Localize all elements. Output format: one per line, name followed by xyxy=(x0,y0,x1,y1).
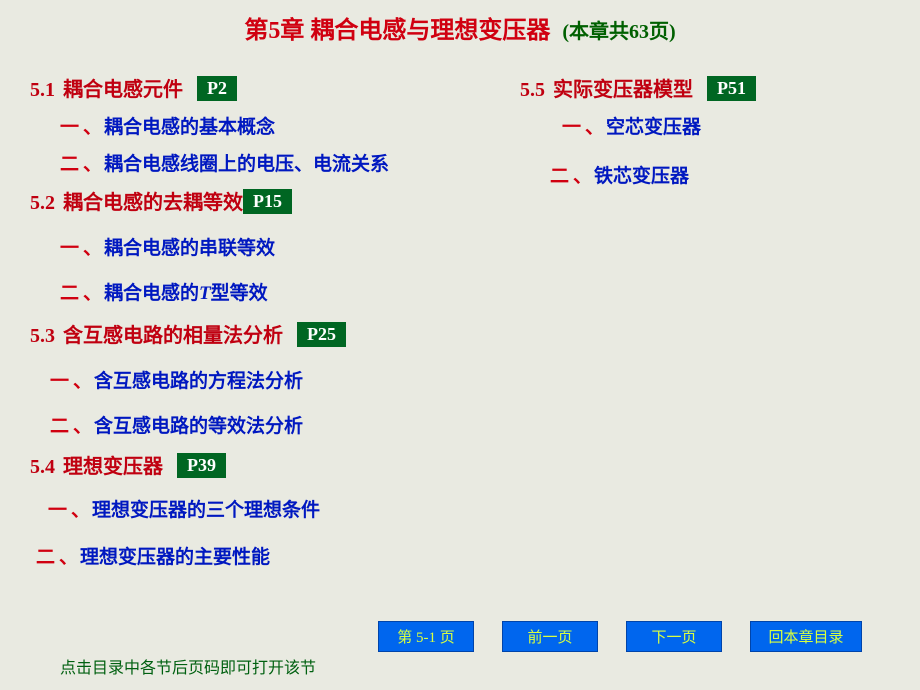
sub-number: 二 xyxy=(50,416,69,437)
nav-back-toc-button[interactable]: 回本章目录 xyxy=(750,621,862,652)
section-number: 5.3 xyxy=(30,325,55,347)
sub-title-pre: 耦合电感的 xyxy=(104,283,199,304)
nav-bar: 第 5-1 页 前一页 下一页 回本章目录 xyxy=(378,621,862,652)
sub-sep: 、 xyxy=(573,166,592,187)
subsection: 一、理想变压器的三个理想条件 xyxy=(48,495,510,522)
toc-right-column: 5.5 实际变压器模型 P51 一、空芯变压器 二、铁芯变压器 xyxy=(520,65,900,198)
nav-prev-button[interactable]: 前一页 xyxy=(502,621,598,652)
section-title: 含互感电路的相量法分析 xyxy=(63,325,283,347)
sub-title: 耦合电感线圈上的电压、电流关系 xyxy=(104,154,389,175)
sub-title: 空芯变压器 xyxy=(606,117,701,138)
subsection: 二、铁芯变压器 xyxy=(550,161,900,188)
sub-sep: 、 xyxy=(83,238,102,259)
subsection: 二、耦合电感线圈上的电压、电流关系 xyxy=(60,149,510,176)
sub-sep: 、 xyxy=(71,500,90,521)
section-5-5: 5.5 实际变压器模型 P51 xyxy=(520,73,900,102)
page-badge-p51[interactable]: P51 xyxy=(707,76,756,101)
page-badge-p2[interactable]: P2 xyxy=(197,76,237,101)
sub-sep: 、 xyxy=(83,117,102,138)
sub-number: 二 xyxy=(36,547,55,568)
chapter-title-row: 第5章 耦合电感与理想变压器 (本章共63页) xyxy=(0,0,920,45)
subsection: 二、理想变压器的主要性能 xyxy=(36,542,510,569)
section-5-3: 5.3 含互感电路的相量法分析 P25 xyxy=(30,319,510,348)
section-number: 5.1 xyxy=(30,79,55,101)
page-badge-p25[interactable]: P25 xyxy=(297,322,346,347)
sub-sep: 、 xyxy=(59,547,78,568)
sub-title: 耦合电感的串联等效 xyxy=(104,238,275,259)
subsection: 一、含互感电路的方程法分析 xyxy=(50,366,510,393)
subsection: 二、含互感电路的等效法分析 xyxy=(50,411,510,438)
section-number: 5.5 xyxy=(520,79,545,101)
page-badge-p39[interactable]: P39 xyxy=(177,453,226,478)
sub-sep: 、 xyxy=(73,416,92,437)
sub-number: 一 xyxy=(60,238,79,259)
sub-title: 耦合电感的基本概念 xyxy=(104,117,275,138)
sub-number: 一 xyxy=(60,117,79,138)
subsection: 一、耦合电感的串联等效 xyxy=(60,233,510,260)
sub-title-italic: T xyxy=(199,283,211,304)
nav-page-indicator-button[interactable]: 第 5-1 页 xyxy=(378,621,474,652)
page-badge-p15[interactable]: P15 xyxy=(243,189,292,214)
subsection: 一、耦合电感的基本概念 xyxy=(60,112,510,139)
section-title: 耦合电感的去耦等效 xyxy=(63,192,243,214)
sub-number: 一 xyxy=(562,117,581,138)
sub-sep: 、 xyxy=(585,117,604,138)
toc-left-column: 5.1 耦合电感元件 P2 一、耦合电感的基本概念 二、耦合电感线圈上的电压、电… xyxy=(30,65,510,579)
sub-sep: 、 xyxy=(83,154,102,175)
subsection: 一、空芯变压器 xyxy=(562,112,900,139)
sub-title: 含互感电路的方程法分析 xyxy=(94,371,303,392)
section-number: 5.2 xyxy=(30,192,55,214)
section-5-2: 5.2 耦合电感的去耦等效P15 xyxy=(30,186,510,215)
sub-sep: 、 xyxy=(73,371,92,392)
sub-number: 二 xyxy=(60,283,79,304)
nav-next-button[interactable]: 下一页 xyxy=(626,621,722,652)
subsection: 二、耦合电感的T型等效 xyxy=(60,278,510,305)
section-title: 实际变压器模型 xyxy=(553,79,693,101)
chapter-page-count: (本章共63页) xyxy=(562,21,675,43)
sub-title: 铁芯变压器 xyxy=(594,166,689,187)
sub-title-post: 型等效 xyxy=(211,283,268,304)
footer-hint: 点击目录中各节后页码即可打开该节 xyxy=(60,654,316,678)
sub-title: 理想变压器的主要性能 xyxy=(80,547,270,568)
sub-number: 一 xyxy=(48,500,67,521)
section-number: 5.4 xyxy=(30,456,55,478)
section-title: 理想变压器 xyxy=(63,456,163,478)
section-title: 耦合电感元件 xyxy=(63,79,183,101)
chapter-title: 第5章 耦合电感与理想变压器 xyxy=(244,18,550,44)
sub-title: 理想变压器的三个理想条件 xyxy=(92,500,320,521)
section-5-4: 5.4 理想变压器 P39 xyxy=(30,450,510,479)
sub-number: 一 xyxy=(50,371,69,392)
sub-title: 含互感电路的等效法分析 xyxy=(94,416,303,437)
sub-number: 二 xyxy=(60,154,79,175)
sub-number: 二 xyxy=(550,166,569,187)
sub-sep: 、 xyxy=(83,283,102,304)
section-5-1: 5.1 耦合电感元件 P2 xyxy=(30,73,510,102)
